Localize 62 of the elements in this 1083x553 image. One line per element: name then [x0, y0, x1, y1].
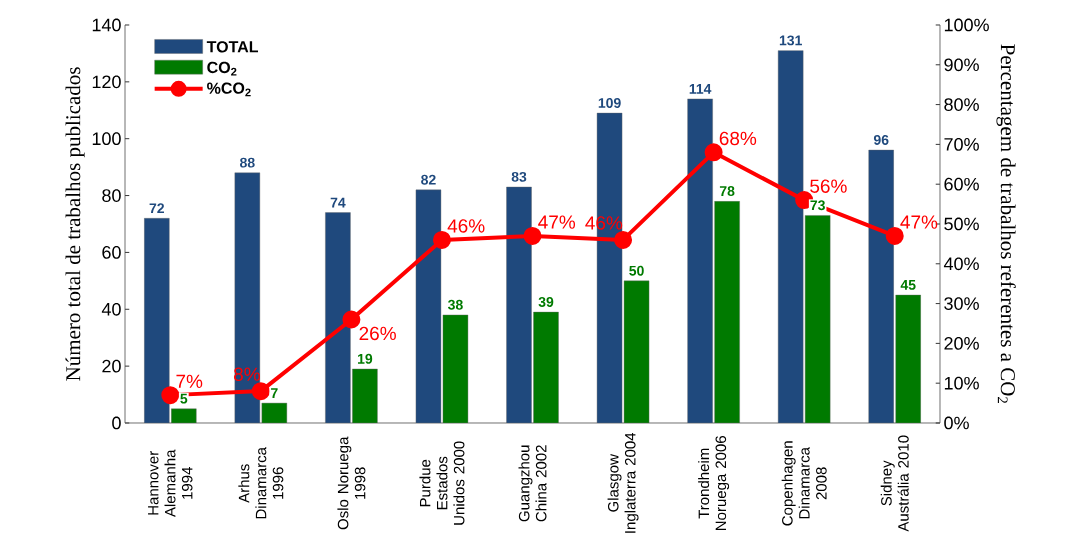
y-axis-title: Número total de trabalhos publicados	[65, 67, 85, 381]
x-tick-label: Trondheim Noruega 2006	[698, 436, 730, 531]
data-label: 78	[719, 186, 735, 197]
y2-tick-label: 60%	[944, 177, 979, 191]
data-label: 114	[689, 84, 712, 94]
data-label: 73	[810, 200, 825, 211]
y2-tick-label: 70%	[944, 138, 979, 151]
x-tick-label: Guangzhou China 2002	[518, 445, 547, 522]
x-tick-label: Purdue Estados Unidos 2000	[419, 441, 465, 525]
data-label: 96	[873, 134, 889, 145]
x-tick-label: Glasgow Inglaterra 2004	[607, 432, 639, 533]
data-label: 47%	[900, 215, 938, 229]
y-tick-label: 120	[92, 75, 121, 89]
y-tick-label: 0	[112, 416, 121, 430]
y2-tick-label: 50%	[944, 217, 979, 231]
legend-label: %CO$_{2}$	[207, 82, 251, 97]
data-label: 74	[330, 197, 346, 208]
data-label: 47%	[538, 215, 576, 229]
x-tick-label: Hannover Alemanha 1994	[148, 449, 193, 518]
legend-label: CO$_{2}$	[207, 61, 237, 76]
x-tick-label: Sidney Austrália 2010	[880, 435, 909, 532]
data-label: 56%	[810, 179, 847, 193]
y2-tick-label: 20%	[944, 337, 979, 350]
y2-tick-label: 100%	[944, 18, 989, 32]
data-label: 83	[511, 171, 527, 182]
data-label: 19	[357, 353, 373, 364]
data-label: 109	[598, 97, 621, 108]
y2-tick-label: 90%	[944, 58, 979, 72]
point	[614, 230, 633, 249]
data-label: 26%	[359, 326, 396, 341]
data-label: 50	[629, 265, 644, 276]
data-label: 68%	[719, 131, 757, 146]
data-label: 38	[447, 299, 463, 310]
y2-tick-label: 10%	[944, 376, 979, 390]
y-tick-label: 140	[92, 18, 121, 32]
y-tick-label: 80	[102, 189, 121, 202]
y-tick-label: 100	[92, 132, 121, 146]
x-tick-label: Oslo Noruega 1998	[337, 436, 366, 530]
y-tick-label: 40	[101, 302, 121, 316]
point	[161, 386, 180, 405]
data-label: 39	[538, 296, 554, 307]
y2-tick-label: 0%	[944, 416, 969, 430]
data-label: 82	[421, 174, 436, 185]
legend-label: TOTAL	[206, 41, 259, 53]
data-label: 7%	[176, 374, 203, 388]
data-label: 7	[271, 388, 278, 398]
point	[251, 382, 270, 401]
data-label: 72	[149, 203, 165, 214]
data-label: 131	[779, 35, 802, 46]
y-tick-label: 20	[102, 359, 121, 373]
data-label: 45	[900, 280, 916, 290]
y2-tick-label: 40%	[943, 257, 979, 271]
x-tick-label: Copenhagen Dinamarca 2008	[781, 441, 827, 526]
data-label: 46%	[447, 219, 485, 233]
point	[342, 310, 361, 329]
data-label: 88	[240, 157, 255, 168]
x-tick-label: Arhus Dinamarca 1996	[238, 447, 284, 519]
y2-tick-label: 30%	[944, 297, 979, 310]
y-tick-label: 60	[102, 246, 121, 259]
y2-tick-label: 80%	[944, 98, 979, 111]
y2-axis-title: Percentagem de trabalhos referentes a CO$_{2}$	[996, 44, 1016, 403]
data-label: 5	[180, 393, 188, 404]
